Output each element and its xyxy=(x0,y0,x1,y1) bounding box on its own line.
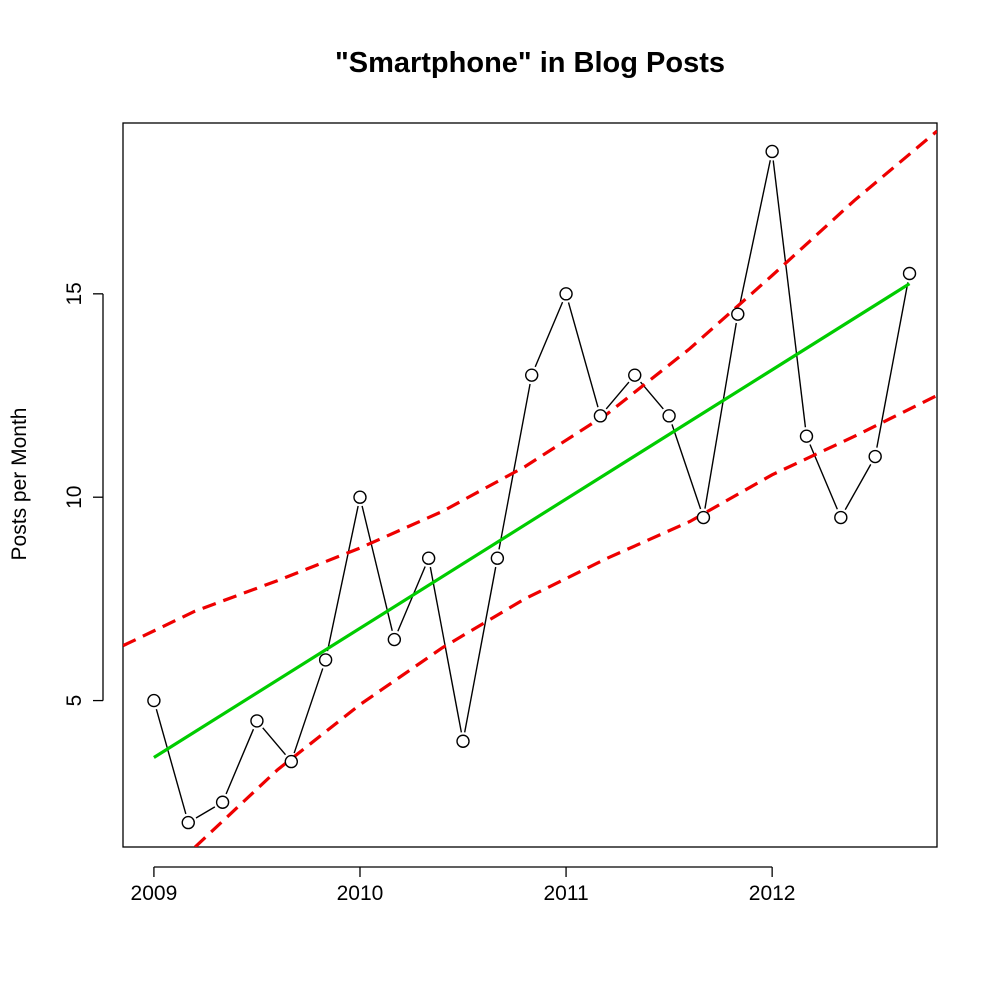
data-line-segment xyxy=(463,566,497,733)
data-line-segment xyxy=(844,464,872,511)
data-point xyxy=(696,510,711,525)
data-point xyxy=(250,714,264,728)
data-point xyxy=(593,409,608,423)
x-tick-label: 2009 xyxy=(131,882,178,905)
data-point xyxy=(765,144,779,159)
data-line-segment xyxy=(293,668,324,754)
data-point xyxy=(353,490,367,504)
confidence-band-line xyxy=(123,129,937,648)
chart-title: "Smartphone" in Blog Posts xyxy=(335,47,725,79)
y-tick-label: 10 xyxy=(63,486,86,509)
data-point xyxy=(902,266,917,281)
series-layer xyxy=(123,129,937,847)
confidence-band-line xyxy=(194,394,937,847)
data-line-segment xyxy=(567,302,599,408)
data-line-segment xyxy=(397,566,426,632)
data-point xyxy=(421,551,436,565)
data-point xyxy=(215,795,230,809)
data-line-segment xyxy=(326,505,359,652)
data-point xyxy=(868,449,882,464)
data-point xyxy=(387,632,402,647)
data-line-segment xyxy=(534,301,564,368)
data-point xyxy=(456,734,470,748)
x-tick-label: 2012 xyxy=(749,882,796,905)
data-line-segment xyxy=(262,727,287,756)
data-point xyxy=(628,368,642,382)
data-point xyxy=(731,307,745,321)
data-line-segment xyxy=(772,160,807,428)
axes: 2009 2010 2011 2012 5 10 15 xyxy=(63,282,795,905)
y-tick-label: 5 xyxy=(63,695,86,707)
data-line-segment xyxy=(429,566,463,733)
data-line-segment xyxy=(498,383,531,550)
x-tick-label: 2010 xyxy=(337,882,384,905)
x-tick-label: 2011 xyxy=(543,882,588,905)
data-line-segment xyxy=(738,160,771,306)
data-line-segment xyxy=(195,806,216,819)
y-tick-label: 15 xyxy=(63,282,86,305)
data-point xyxy=(525,368,539,382)
data-line-segment xyxy=(704,322,737,509)
y-axis-label: Posts per Month xyxy=(8,408,31,561)
data-point xyxy=(284,754,299,769)
data-line-segment xyxy=(671,424,702,510)
data-point xyxy=(490,551,505,565)
data-point xyxy=(662,409,676,423)
data-point xyxy=(147,693,161,708)
trend-line xyxy=(153,282,911,759)
plot-frame xyxy=(122,122,938,848)
data-point xyxy=(559,287,573,301)
data-point xyxy=(318,653,333,667)
data-point xyxy=(799,429,814,443)
data-point xyxy=(181,815,195,830)
data-line-segment xyxy=(225,728,255,795)
data-line-segment xyxy=(876,282,909,448)
data-line-segment xyxy=(605,381,630,410)
data-point xyxy=(834,510,848,525)
data-line-segment xyxy=(155,709,187,815)
